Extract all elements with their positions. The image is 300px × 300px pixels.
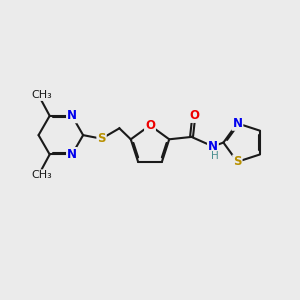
Text: N: N: [67, 109, 77, 122]
Text: O: O: [189, 109, 199, 122]
Text: H: H: [211, 151, 218, 161]
Text: CH₃: CH₃: [31, 90, 52, 100]
Text: N: N: [208, 140, 218, 153]
Text: S: S: [233, 155, 242, 168]
Text: CH₃: CH₃: [31, 170, 52, 180]
Text: S: S: [97, 132, 106, 145]
Text: O: O: [145, 119, 155, 132]
Text: N: N: [232, 117, 242, 130]
Text: N: N: [67, 148, 77, 161]
